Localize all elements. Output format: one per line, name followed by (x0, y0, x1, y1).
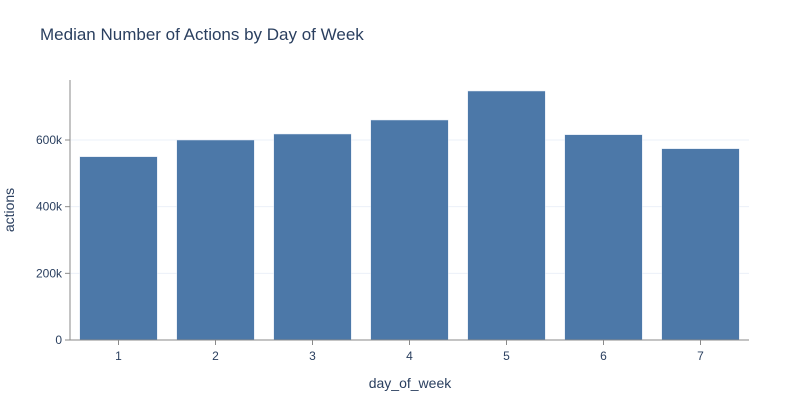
bar-day-4[interactable] (370, 119, 449, 341)
y-tick-label: 600k (36, 133, 63, 147)
chart-title: Median Number of Actions by Day of Week (40, 25, 364, 44)
y-ticks: 0 200k 400k 600k (36, 133, 70, 347)
x-axis-title: day_of_week (369, 375, 453, 391)
bar-day-7[interactable] (661, 148, 740, 341)
bar-day-3[interactable] (273, 133, 352, 341)
bar-day-1[interactable] (79, 156, 158, 341)
x-ticks: 1 2 3 4 5 6 7 (115, 340, 704, 363)
x-tick-label: 4 (406, 349, 413, 363)
y-tick-label: 400k (36, 200, 63, 214)
y-tick-label: 200k (36, 266, 63, 280)
bar-day-2[interactable] (176, 139, 255, 341)
x-tick-label: 2 (212, 349, 219, 363)
y-tick-label: 0 (55, 333, 62, 347)
bars (79, 90, 740, 341)
x-tick-label: 7 (697, 349, 704, 363)
bar-day-5[interactable] (467, 90, 546, 341)
bar-day-6[interactable] (564, 134, 643, 341)
x-tick-label: 6 (600, 349, 607, 363)
x-tick-label: 3 (309, 349, 316, 363)
x-tick-label: 5 (503, 349, 510, 363)
x-tick-label: 1 (115, 349, 122, 363)
y-axis-title: actions (1, 188, 17, 232)
